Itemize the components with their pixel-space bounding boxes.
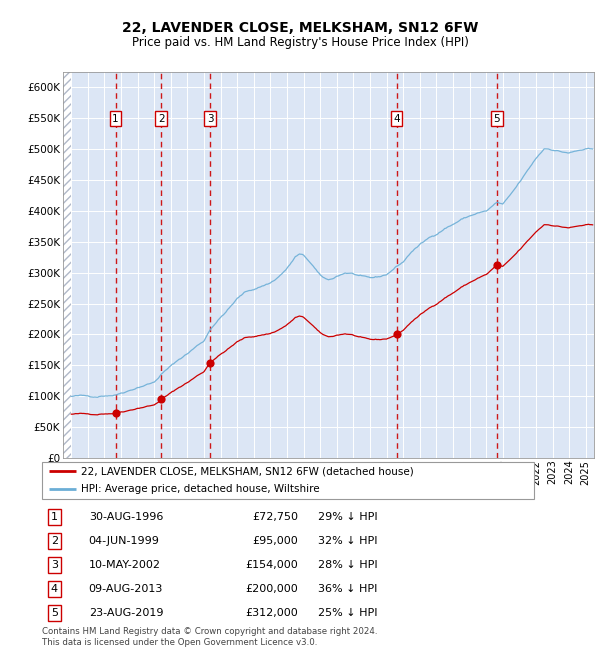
Text: 2: 2 bbox=[158, 114, 164, 124]
Text: £95,000: £95,000 bbox=[252, 536, 298, 546]
Text: 4: 4 bbox=[51, 584, 58, 594]
Text: 3: 3 bbox=[51, 560, 58, 570]
Text: 4: 4 bbox=[393, 114, 400, 124]
FancyBboxPatch shape bbox=[42, 462, 534, 499]
Text: HPI: Average price, detached house, Wiltshire: HPI: Average price, detached house, Wilt… bbox=[82, 484, 320, 495]
Text: 28% ↓ HPI: 28% ↓ HPI bbox=[317, 560, 377, 570]
Point bbox=[492, 260, 502, 270]
Text: 32% ↓ HPI: 32% ↓ HPI bbox=[317, 536, 377, 546]
Text: 23-AUG-2019: 23-AUG-2019 bbox=[89, 608, 163, 618]
Text: 3: 3 bbox=[207, 114, 214, 124]
Text: 2: 2 bbox=[51, 536, 58, 546]
Text: 5: 5 bbox=[51, 608, 58, 618]
Point bbox=[157, 395, 166, 405]
Point bbox=[205, 358, 215, 368]
Text: 36% ↓ HPI: 36% ↓ HPI bbox=[317, 584, 377, 594]
Text: 10-MAY-2002: 10-MAY-2002 bbox=[89, 560, 161, 570]
Text: 22, LAVENDER CLOSE, MELKSHAM, SN12 6FW (detached house): 22, LAVENDER CLOSE, MELKSHAM, SN12 6FW (… bbox=[82, 466, 414, 476]
Text: 04-JUN-1999: 04-JUN-1999 bbox=[89, 536, 160, 546]
Text: Contains HM Land Registry data © Crown copyright and database right 2024.
This d: Contains HM Land Registry data © Crown c… bbox=[42, 627, 377, 647]
Text: 1: 1 bbox=[112, 114, 119, 124]
Text: £154,000: £154,000 bbox=[245, 560, 298, 570]
Text: Price paid vs. HM Land Registry's House Price Index (HPI): Price paid vs. HM Land Registry's House … bbox=[131, 36, 469, 49]
Text: £72,750: £72,750 bbox=[252, 512, 298, 522]
Text: 30-AUG-1996: 30-AUG-1996 bbox=[89, 512, 163, 522]
Text: 09-AUG-2013: 09-AUG-2013 bbox=[89, 584, 163, 594]
Text: 1: 1 bbox=[51, 512, 58, 522]
Text: 5: 5 bbox=[493, 114, 500, 124]
Bar bbox=[63, 72, 71, 458]
Point bbox=[392, 330, 401, 340]
Text: £312,000: £312,000 bbox=[245, 608, 298, 618]
Text: 29% ↓ HPI: 29% ↓ HPI bbox=[317, 512, 377, 522]
Text: £200,000: £200,000 bbox=[245, 584, 298, 594]
Text: 25% ↓ HPI: 25% ↓ HPI bbox=[317, 608, 377, 618]
Text: 22, LAVENDER CLOSE, MELKSHAM, SN12 6FW: 22, LAVENDER CLOSE, MELKSHAM, SN12 6FW bbox=[122, 21, 478, 35]
Point bbox=[111, 408, 121, 419]
